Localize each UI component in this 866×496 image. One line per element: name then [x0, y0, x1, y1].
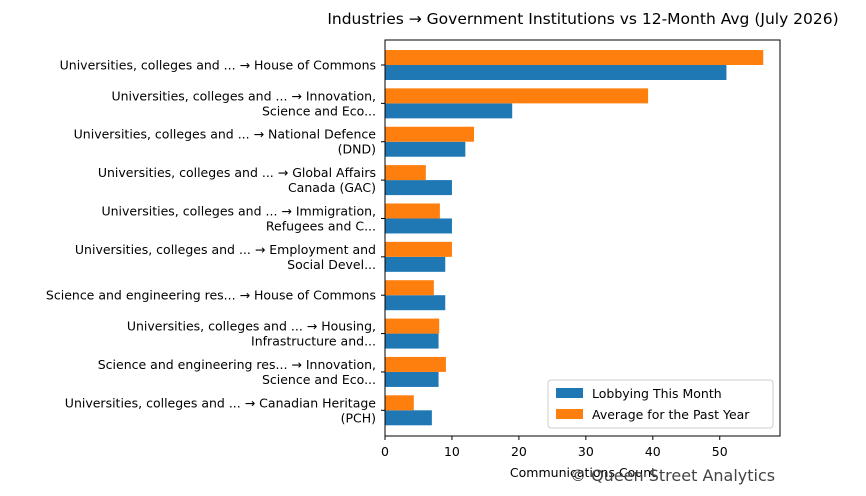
- y-tick-label-line: Canada (GAC): [288, 180, 376, 195]
- y-tick-label-line: Science and Eco...: [262, 103, 376, 118]
- y-tick-label: Science and engineering res... → Innovat…: [98, 357, 376, 387]
- legend: Lobbying This Month Average for the Past …: [547, 379, 774, 429]
- credit-text: © Queen Street Analytics: [570, 466, 776, 485]
- legend-box: [547, 379, 774, 429]
- bar-average: [385, 165, 426, 181]
- x-tick-label: 10: [444, 444, 460, 459]
- y-tick-label: Universities, colleges and ... → Canadia…: [65, 395, 377, 425]
- bar-average: [385, 88, 649, 104]
- y-tick-label: Science and engineering res... → House o…: [46, 288, 376, 303]
- legend-swatch: [556, 388, 583, 398]
- bar-this-month: [385, 218, 452, 234]
- x-axis-label: Communications Count: [510, 465, 656, 480]
- x-tick-label: 30: [578, 444, 594, 459]
- chart-title: Industries → Government Institutions vs …: [327, 10, 838, 28]
- bar-average: [385, 203, 440, 219]
- y-tick-label: Universities, colleges and ... → Housing…: [127, 319, 376, 349]
- bar-average: [385, 241, 452, 257]
- y-tick-label-line: Refugees and C...: [266, 218, 376, 233]
- y-tick-label-line: Social Devel...: [287, 257, 376, 272]
- y-tick-label-line: Universities, colleges and ... → House o…: [60, 58, 376, 73]
- x-tick-label: 50: [712, 444, 728, 459]
- plot-frame: [384, 39, 781, 437]
- x-tick-label: 20: [511, 444, 527, 459]
- y-tick-label: Universities, colleges and ... → Employm…: [75, 242, 376, 272]
- bar-average: [385, 50, 764, 65]
- bar-this-month: [385, 410, 432, 426]
- y-tick-label: Universities, colleges and ... → Global …: [98, 165, 376, 195]
- y-tick-label-line: (PCH): [341, 410, 376, 425]
- y-tick-label-line: Universities, colleges and ... → Innovat…: [111, 88, 376, 103]
- y-tick-label-line: Science and Eco...: [262, 372, 376, 387]
- bar-this-month: [385, 333, 439, 349]
- y-tick-label-line: Science and engineering res... → House o…: [46, 288, 376, 303]
- bar-average: [385, 356, 446, 372]
- y-tick-label: Universities, colleges and ... → House o…: [60, 58, 376, 73]
- y-tick-label-line: Universities, colleges and ... → Global …: [98, 165, 376, 180]
- bar-this-month: [385, 103, 513, 119]
- x-tick-label: 0: [381, 444, 389, 459]
- bar-average: [385, 126, 475, 142]
- y-tick-label-line: Universities, colleges and ... → Employm…: [75, 242, 376, 257]
- bar-average: [385, 318, 440, 334]
- x-tick-label: 40: [645, 444, 661, 459]
- y-tick-label-line: Universities, colleges and ... → Canadia…: [65, 395, 377, 410]
- bar-this-month: [385, 256, 446, 272]
- y-tick-label-line: (DND): [338, 142, 376, 157]
- y-tick-label: Universities, colleges and ... → Immigra…: [101, 203, 376, 233]
- y-tick-label-line: Universities, colleges and ... → Housing…: [127, 319, 376, 334]
- legend-label: Average for the Past Year: [592, 407, 750, 422]
- bar-this-month: [385, 371, 439, 387]
- bars-layer: [385, 50, 764, 426]
- legend-swatch: [556, 409, 583, 419]
- y-tick-label-line: Science and engineering res... → Innovat…: [98, 357, 376, 372]
- y-tick-label: Universities, colleges and ... → Innovat…: [111, 88, 376, 118]
- legend-label: Lobbying This Month: [592, 386, 722, 401]
- y-tick-label-line: Universities, colleges and ... → Nationa…: [74, 127, 377, 142]
- y-tick-label: Universities, colleges and ... → Nationa…: [74, 127, 377, 157]
- bar-this-month: [385, 141, 466, 157]
- y-tick-label-line: Universities, colleges and ... → Immigra…: [101, 203, 376, 218]
- bar-average: [385, 280, 434, 296]
- bar-this-month: [385, 180, 452, 196]
- axes-layer: Universities, colleges and ... → House o…: [46, 39, 781, 459]
- bar-this-month: [385, 295, 446, 311]
- bar-this-month: [385, 65, 727, 80]
- y-tick-label-line: Infrastructure and...: [251, 334, 376, 349]
- bar-average: [385, 395, 414, 411]
